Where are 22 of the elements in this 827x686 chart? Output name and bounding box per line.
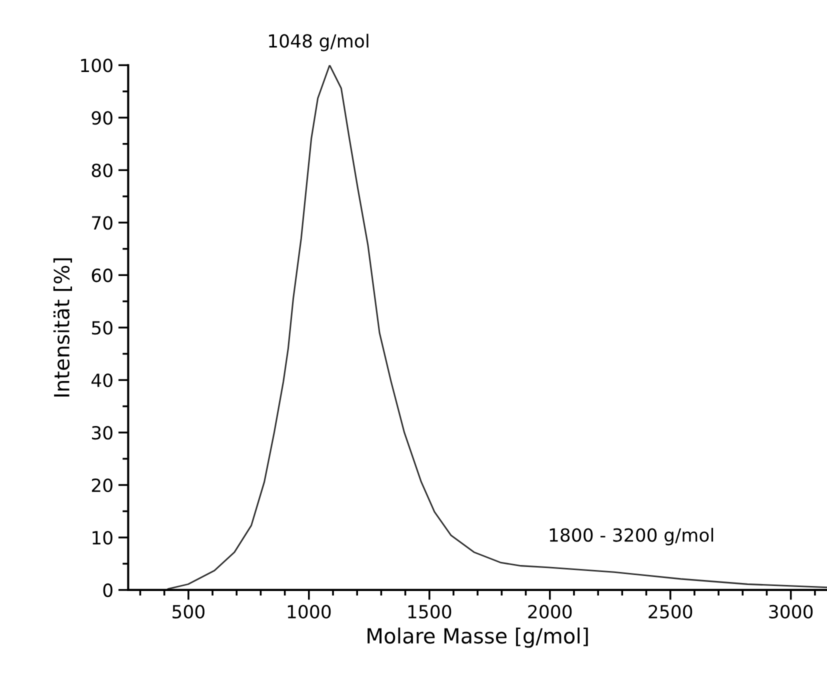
y-tick-label: 80 [92, 164, 112, 178]
y-axis-title: Intensität [%] [53, 258, 72, 396]
y-tick-label: 90 [92, 111, 112, 125]
y-tick-label: 100 [81, 58, 112, 72]
y-tick-label: 0 [103, 583, 112, 598]
y-tick-label: 50 [92, 321, 112, 335]
annotation: 1800 - 3200 g/mol [550, 528, 714, 546]
y-tick-label: 60 [92, 268, 112, 282]
y-tick-label: 30 [92, 426, 112, 440]
x-tick-label: 3000 [769, 604, 813, 619]
x-axis-title: Molare Masse [g/mol] [368, 628, 588, 648]
x-tick-label: 1000 [288, 604, 331, 619]
annotation: 1048 g/mol [269, 34, 368, 52]
x-tick-label: 1500 [408, 604, 452, 619]
x-tick-label: 2500 [648, 604, 692, 619]
line-series [166, 65, 827, 590]
x-tick-label: 2000 [528, 604, 572, 619]
y-tick-label: 70 [92, 216, 112, 230]
y-tick-label: 20 [92, 478, 112, 492]
y-tick-label: 40 [92, 374, 112, 388]
x-tick-label: 500 [172, 604, 204, 619]
y-tick-label: 10 [92, 530, 112, 545]
